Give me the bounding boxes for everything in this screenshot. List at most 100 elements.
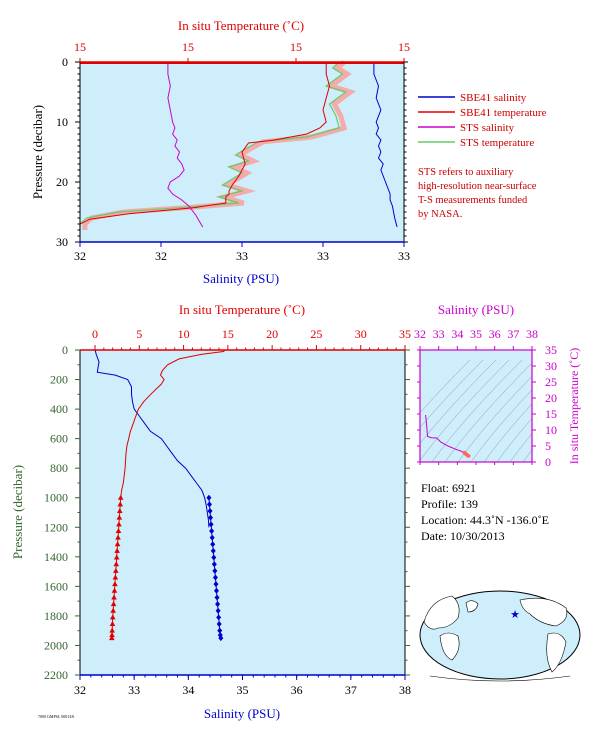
- temperature-sample-marker: [114, 547, 120, 553]
- top-pres-tick-label: 10: [56, 115, 68, 129]
- sbe41-temperature-line: [79, 62, 331, 230]
- main-pres-tick-label: 1600: [44, 579, 68, 593]
- main-temperature-line: [120, 349, 226, 498]
- sbe41-salinity-line: [373, 62, 398, 228]
- top-temp-tick-label: 15: [398, 40, 410, 54]
- salinity-sample-marker: [207, 508, 213, 515]
- density-contour: [509, 433, 532, 462]
- main-pres-tick-label: 2000: [44, 638, 68, 652]
- main-temp-tick-label: 15: [222, 327, 234, 341]
- density-contour: [431, 359, 523, 462]
- main-temp-tick-label: 5: [136, 327, 142, 341]
- legend: SBE41 salinity SBE41 temperature STS sal…: [418, 92, 547, 149]
- world-map: ★: [419, 590, 581, 682]
- ts-sal-tick-label: 36: [489, 327, 501, 341]
- temperature-sample-marker: [110, 607, 116, 613]
- main-pres-tick-label: 600: [50, 432, 68, 446]
- main-sal-tick-label: 38: [399, 683, 411, 697]
- ts-curve: [425, 414, 465, 454]
- salinity-sample-marker: [216, 614, 222, 621]
- main-pres-tick-label: 1400: [44, 550, 68, 564]
- salinity-sample-marker: [209, 527, 215, 534]
- note-line: high-resolution near-surface: [418, 181, 537, 192]
- ts-plot-frame: [419, 349, 533, 463]
- ts-temp-tick-label: 20: [545, 391, 557, 405]
- main-plot-area: [80, 350, 405, 675]
- top-pres-tick-label: 0: [62, 55, 68, 69]
- legend-item-sts-salinity: STS salinity: [418, 122, 515, 134]
- main-pres-tick-label: 200: [50, 373, 68, 387]
- temperature-sample-marker: [113, 554, 120, 560]
- main-temp-tick-label: 35: [399, 327, 411, 341]
- salinity-sample-marker: [216, 621, 222, 628]
- top-temp-tick-label: 15: [74, 40, 86, 54]
- main-temp-tick-label: 25: [310, 327, 322, 341]
- float-info: Float: 6921 Profile: 139 Location: 44.3˚…: [421, 481, 549, 543]
- temperature-sample-marker: [110, 601, 117, 607]
- sts-salinity-line: [167, 62, 204, 228]
- ts-temp-ticks: 0 5 10 15 20 25 30 35: [417, 343, 557, 469]
- top-pres-tick-label: 30: [56, 235, 68, 249]
- main-pres-tick-label: 1000: [44, 491, 68, 505]
- ts-sal-tick-label: 32: [414, 327, 426, 341]
- density-contour: [496, 417, 532, 462]
- main-temp-tick-label: 10: [178, 327, 190, 341]
- ts-density-contours: [420, 359, 532, 462]
- main-pres-tick-label: 400: [50, 402, 68, 416]
- location: Location: 44.3˚N -136.0˚E: [421, 513, 549, 527]
- temperature-sample-marker: [115, 527, 122, 533]
- top-panel: In situ Temperature (˚C) 15 15 15 15 0 10 20 3…: [30, 18, 410, 286]
- main-sal-tick-label: 32: [74, 683, 86, 697]
- temperature-sample-marker: [117, 508, 123, 514]
- ts-sal-tick-label: 38: [526, 327, 538, 341]
- temperature-sample-marker: [117, 501, 124, 507]
- salinity-sample-marker: [215, 601, 221, 608]
- main-pres-tick-label: 0: [62, 343, 68, 357]
- salinity-sample-marker: [206, 501, 212, 508]
- main-temp-ticks: 0 5 10 15 20 25 30 35: [92, 327, 411, 350]
- salinity-sample-marker: [214, 594, 220, 601]
- top-plot-lines: [79, 60, 404, 230]
- main-salinity-line: [94, 349, 210, 528]
- main-pres-tick-label: 1800: [44, 609, 68, 623]
- temperature-sample-marker: [112, 574, 119, 580]
- top-temp-ticks: 15 15 15 15: [74, 40, 410, 62]
- salinity-sample-marker: [217, 627, 223, 634]
- main-sal-tick-label: 33: [128, 683, 140, 697]
- map-land-asia: [423, 595, 460, 630]
- profile-number: Profile: 139: [421, 497, 478, 511]
- top-sal-ticks: 32 32 33 33 33: [74, 242, 410, 263]
- salinity-sample-marker: [214, 587, 219, 594]
- salinity-sample-marker: [212, 574, 218, 581]
- ts-temp-tick-label: 10: [545, 423, 557, 437]
- temperature-sample-marker: [115, 534, 121, 540]
- temperature-sample-marker: [114, 541, 121, 547]
- legend-label: STS temperature: [460, 137, 534, 149]
- note-line: by NASA.: [418, 209, 462, 220]
- legend-label: SBE41 temperature: [460, 107, 547, 119]
- temperature-sample-marker: [113, 561, 120, 567]
- ts-sal-axis-label: Salinity (PSU): [438, 302, 514, 317]
- main-pres-tick-label: 2200: [44, 668, 68, 682]
- top-temp-tick-label: 15: [290, 40, 302, 54]
- density-contour: [420, 359, 471, 414]
- salinity-sample-marker: [215, 607, 221, 614]
- top-temp-axis-label: In situ Temperature (˚C): [178, 18, 304, 33]
- salinity-sample-marker: [208, 514, 214, 521]
- note-line: STS refers to auxiliary: [418, 167, 514, 178]
- density-contour: [420, 359, 484, 429]
- map-land-japan: [465, 600, 479, 613]
- temperature-sample-marker: [111, 594, 117, 600]
- ts-sal-ticks: 32 33 34 35 36 37 38: [414, 327, 538, 465]
- main-sal-tick-label: 37: [345, 683, 357, 697]
- main-sal-tick-label: 36: [291, 683, 303, 697]
- density-contour: [483, 403, 532, 462]
- map-land-australia: [439, 632, 460, 661]
- sts-note: STS refers to auxiliary high-resolution …: [418, 167, 537, 220]
- temperature-sample-marker: [109, 627, 115, 633]
- main-temp-axis-label: In situ Temperature (˚C): [179, 302, 305, 317]
- temperature-sample-marker: [113, 567, 119, 573]
- main-sal-tick-label: 35: [237, 683, 249, 697]
- top-pres-axis-label: Pressure (decibar): [30, 105, 45, 199]
